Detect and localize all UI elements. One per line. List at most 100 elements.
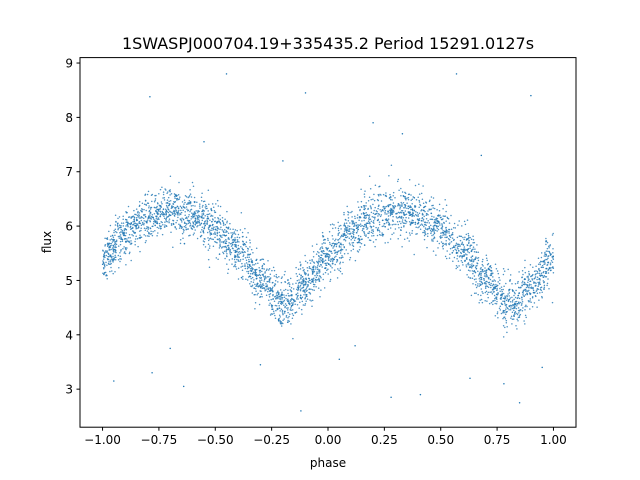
data-point xyxy=(232,232,234,234)
data-point xyxy=(218,237,221,240)
data-point xyxy=(149,213,151,215)
data-point xyxy=(322,273,325,275)
data-point xyxy=(141,221,144,224)
data-point xyxy=(376,210,378,213)
data-point xyxy=(189,210,191,213)
data-point xyxy=(522,290,525,292)
data-point xyxy=(168,220,170,222)
data-point xyxy=(513,298,515,301)
data-point xyxy=(337,234,339,236)
data-point xyxy=(134,213,136,216)
data-point xyxy=(539,292,541,294)
data-point xyxy=(303,269,305,271)
data-point xyxy=(135,217,138,219)
data-point xyxy=(511,311,514,314)
data-point xyxy=(193,201,196,204)
data-point xyxy=(540,274,543,277)
data-point xyxy=(353,229,356,231)
data-point xyxy=(367,214,370,217)
data-point xyxy=(466,254,468,256)
data-point xyxy=(528,272,530,275)
data-point xyxy=(468,239,470,242)
data-point xyxy=(158,218,160,221)
data-point xyxy=(493,279,495,281)
data-point xyxy=(292,337,294,340)
data-point xyxy=(517,316,520,319)
data-point xyxy=(167,211,170,214)
data-point xyxy=(310,288,312,290)
data-point xyxy=(190,218,192,220)
data-point xyxy=(152,223,155,225)
data-point xyxy=(479,280,481,282)
data-point xyxy=(162,197,164,199)
data-point xyxy=(151,234,154,237)
data-point xyxy=(132,215,134,217)
data-point xyxy=(473,250,476,253)
data-point xyxy=(202,213,205,216)
data-point xyxy=(241,262,243,265)
data-point xyxy=(138,212,140,214)
data-point xyxy=(399,234,402,236)
data-point xyxy=(411,230,414,232)
data-point xyxy=(546,267,548,270)
data-point xyxy=(464,223,467,226)
x-tick-label: 0.75 xyxy=(484,433,511,447)
data-point xyxy=(229,228,232,230)
data-point xyxy=(487,281,490,284)
data-point xyxy=(115,221,117,223)
data-point xyxy=(503,300,506,303)
data-point xyxy=(485,254,488,256)
data-point xyxy=(357,226,359,228)
data-point xyxy=(367,222,369,224)
data-point xyxy=(517,280,519,283)
data-point xyxy=(114,214,117,217)
data-point xyxy=(248,258,250,261)
data-point xyxy=(467,247,470,250)
data-point xyxy=(465,239,468,241)
data-point xyxy=(408,178,411,181)
data-point xyxy=(264,275,267,277)
data-point xyxy=(179,238,182,241)
data-point xyxy=(146,221,148,224)
data-point xyxy=(144,229,147,231)
data-point xyxy=(124,252,127,255)
data-point xyxy=(188,199,191,202)
data-point xyxy=(221,236,223,238)
data-point xyxy=(418,226,420,228)
data-point xyxy=(268,304,270,306)
data-point xyxy=(120,238,122,240)
data-point xyxy=(217,238,219,241)
data-point xyxy=(448,257,451,259)
data-point xyxy=(344,234,346,237)
data-point xyxy=(485,285,487,287)
data-point xyxy=(203,210,206,212)
data-point xyxy=(125,225,127,227)
data-point xyxy=(138,205,141,207)
data-point xyxy=(475,292,477,294)
data-point xyxy=(119,260,121,263)
data-point xyxy=(547,250,549,252)
data-point xyxy=(430,196,433,198)
data-point xyxy=(169,199,172,202)
data-point xyxy=(357,206,360,208)
data-point xyxy=(401,219,404,221)
data-point xyxy=(272,290,274,293)
data-point xyxy=(227,268,230,270)
data-point xyxy=(410,222,412,224)
data-point xyxy=(265,294,268,297)
data-point xyxy=(201,206,204,208)
data-point xyxy=(544,261,546,263)
data-point xyxy=(440,237,442,239)
data-point xyxy=(231,244,234,246)
data-point xyxy=(143,223,145,226)
data-point xyxy=(403,207,405,209)
data-point xyxy=(259,284,262,286)
data-point xyxy=(299,281,301,284)
data-point xyxy=(478,278,481,280)
data-point xyxy=(192,234,195,236)
data-point xyxy=(242,241,245,243)
data-point xyxy=(449,247,452,250)
data-point xyxy=(115,243,118,246)
data-point xyxy=(440,241,443,243)
data-point xyxy=(127,225,129,228)
